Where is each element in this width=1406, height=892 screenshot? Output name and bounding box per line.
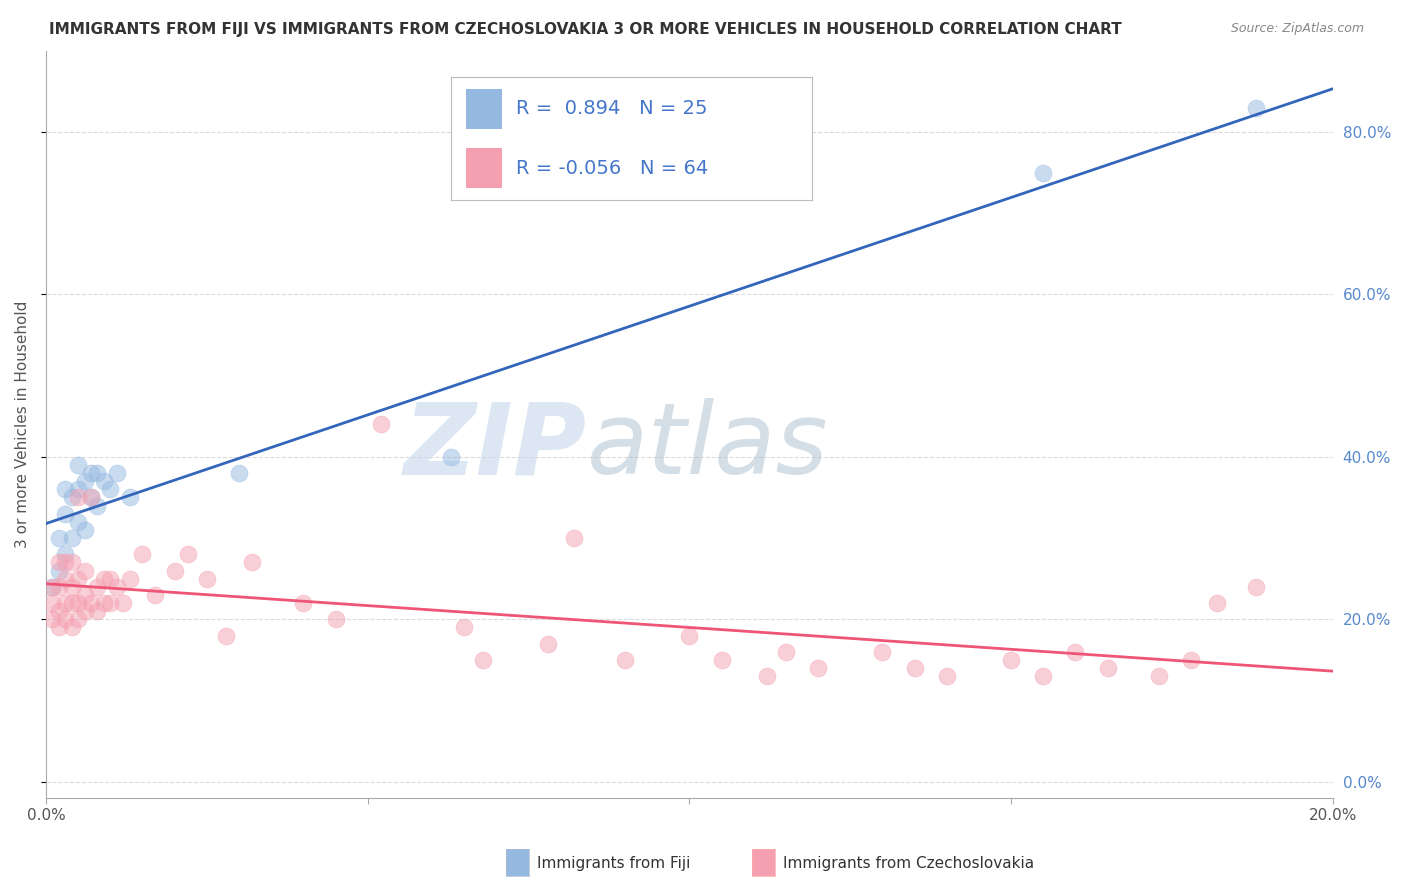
Text: ZIP: ZIP [404,399,586,495]
Point [370,417,392,432]
Point [1000,653,1022,667]
Point [60,596,83,610]
Point [118,572,141,586]
Point [325,612,347,626]
Point [73,475,96,489]
Point [67,483,90,497]
Point [93,572,115,586]
Point [60,531,83,545]
Point [60,556,83,570]
Point [903,661,925,675]
Point [53,612,76,626]
Point [73,604,96,618]
Point [472,653,495,667]
Point [80,596,103,610]
Point [1032,669,1054,683]
Point [935,669,957,683]
Point [292,596,315,610]
Point [48,531,70,545]
Point [105,580,128,594]
Point [73,523,96,537]
Point [53,483,76,497]
Point [807,661,830,675]
Point [755,669,778,683]
Point [86,580,108,594]
Point [48,580,70,594]
Point [48,620,70,634]
Point [678,629,700,643]
Point [98,596,121,610]
Point [53,547,76,561]
Point [80,466,103,480]
Point [1180,653,1202,667]
Point [93,475,115,489]
Text: Source: ZipAtlas.com: Source: ZipAtlas.com [1230,22,1364,36]
Point [118,491,141,505]
Point [48,556,70,570]
Point [710,653,733,667]
Point [131,547,153,561]
Point [67,572,90,586]
Point [562,531,585,545]
Point [215,629,238,643]
Point [105,466,128,480]
Point [98,572,121,586]
Point [537,637,560,651]
Point [67,491,90,505]
Point [1244,101,1267,115]
Point [41,596,63,610]
Point [53,572,76,586]
Point [112,596,135,610]
Point [53,596,76,610]
Point [98,483,121,497]
Point [440,450,463,464]
Point [60,491,83,505]
Point [53,507,76,521]
Point [163,564,186,578]
Text: atlas: atlas [586,399,828,495]
Point [93,596,115,610]
Point [67,596,90,610]
Point [53,556,76,570]
Text: Immigrants from Czechoslovakia: Immigrants from Czechoslovakia [783,856,1035,871]
Point [228,466,250,480]
Point [176,547,198,561]
Point [80,491,103,505]
Point [86,499,108,513]
Point [1206,596,1229,610]
Point [60,580,83,594]
Point [240,556,263,570]
Point [48,564,70,578]
Text: IMMIGRANTS FROM FIJI VS IMMIGRANTS FROM CZECHOSLOVAKIA 3 OR MORE VEHICLES IN HOU: IMMIGRANTS FROM FIJI VS IMMIGRANTS FROM … [49,22,1122,37]
Point [73,588,96,602]
Point [1097,661,1119,675]
Point [1147,669,1170,683]
Text: Immigrants from Fiji: Immigrants from Fiji [537,856,690,871]
Point [86,604,108,618]
Point [67,515,90,529]
Point [41,612,63,626]
Point [1244,580,1267,594]
Point [67,612,90,626]
Point [60,620,83,634]
Point [73,564,96,578]
Point [453,620,475,634]
Point [67,458,90,472]
Y-axis label: 3 or more Vehicles in Household: 3 or more Vehicles in Household [15,301,30,548]
Point [48,604,70,618]
Point [80,491,103,505]
Point [41,580,63,594]
Point [1064,645,1087,659]
Point [872,645,894,659]
Point [195,572,218,586]
Point [143,588,166,602]
Point [775,645,797,659]
Point [614,653,637,667]
Point [41,580,63,594]
Point [1032,165,1054,179]
Point [86,466,108,480]
